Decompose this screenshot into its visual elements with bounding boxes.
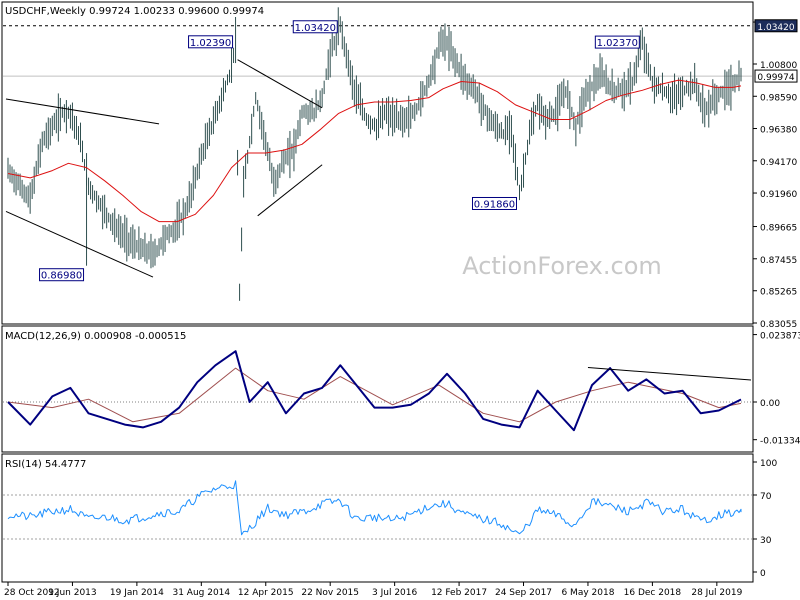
annotation-label: 1.02390 <box>190 38 231 49</box>
macd-line <box>7 350 742 432</box>
x-tick-label: 19 Jan 2014 <box>110 588 164 598</box>
x-tick-label: 31 Aug 2014 <box>172 588 230 598</box>
price-y-tick-label: 0.96380 <box>760 126 797 136</box>
x-tick-label: 28 Oct 2012 <box>4 588 60 598</box>
annotation-label: 0.86980 <box>41 271 82 282</box>
price-layer: 1.02390 1.03420 1.02370 0.91860 0.86980 <box>3 7 752 301</box>
x-tick-label: 24 Sep 2017 <box>495 588 552 598</box>
annotation-box <box>292 20 338 34</box>
price-marker-tag-1: 0.99974 <box>754 69 798 83</box>
price-y-tick-label: 0.91960 <box>760 190 797 200</box>
x-tick-label: 12 Apr 2015 <box>238 588 294 598</box>
x-tick-label: 12 Feb 2017 <box>431 588 487 598</box>
annotation-box <box>471 196 517 210</box>
price-marker-tag-0: 1.03420 <box>754 19 798 33</box>
price-header: USDCHF,Weekly 0.99724 1.00233 0.99600 0.… <box>5 6 264 17</box>
rsi-line <box>7 480 742 536</box>
rsi-y-tick-label: 70 <box>760 492 772 502</box>
macd-y-tick-label: 0.00 <box>760 399 780 409</box>
watermark: ActionForex.com <box>462 252 662 280</box>
annotation-1: 1.03420 <box>292 20 338 34</box>
annotation-0: 1.02390 <box>188 35 234 49</box>
annotation-box <box>594 35 640 49</box>
annotation-2: 1.02370 <box>594 35 640 49</box>
price-trendline-3 <box>257 164 323 217</box>
rsi-y-tick-label: 30 <box>760 536 772 546</box>
rsi-layer <box>3 480 752 540</box>
x-tick-label: 28 Jul 2019 <box>691 588 742 598</box>
rsi-title: RSI(14) 54.4777 <box>5 459 86 470</box>
annotation-box <box>188 35 234 49</box>
price-panel-frame <box>1 1 754 325</box>
x-tick-label: 16 Dec 2018 <box>624 588 682 598</box>
x-tick-label: 22 Nov 2015 <box>301 588 359 598</box>
x-tick-label: 3 Jul 2016 <box>372 588 417 598</box>
price-trendline-1 <box>5 210 154 278</box>
price-y-tick-label: 0.98590 <box>760 93 797 103</box>
price-trendline-0 <box>5 98 160 125</box>
price-symbol: USDCHF,Weekly 0.99724 1.00233 0.99600 0.… <box>5 6 264 17</box>
macd-y-tick-label: -0.013346 <box>760 437 800 447</box>
x-tick-label: 6 May 2018 <box>561 588 614 598</box>
macd-title: MACD(12,26,9) 0.000908 -0.000515 <box>5 331 186 342</box>
price-marker-tag-box <box>754 69 798 83</box>
moving-average-line <box>7 79 742 223</box>
price-y-tick-label: 0.85265 <box>760 288 797 298</box>
price-y-tick-label: 0.89665 <box>760 224 797 234</box>
macd-signal-line <box>7 367 742 423</box>
price-marker-tag-label: 1.03420 <box>757 23 794 33</box>
price-marker-tag-label: 0.99974 <box>757 73 794 83</box>
price-y-tick-label: 0.87455 <box>760 256 797 266</box>
annotation-label: 0.91860 <box>474 199 515 210</box>
price-marker-tag-box <box>754 19 798 33</box>
macd-panel-frame <box>1 325 754 453</box>
annotation-label: 1.03420 <box>295 23 336 34</box>
rsi-y-tick-label: 0 <box>760 569 766 579</box>
annotation-box <box>39 268 85 282</box>
price-trendline-2 <box>237 59 323 109</box>
macd-layer <box>3 350 752 432</box>
annotation-label: 1.02370 <box>597 38 638 49</box>
price-y-tick-label: 0.83055 <box>760 320 797 330</box>
macd-y-tick-label: 0.023873 <box>760 332 800 342</box>
macd-trendline-0 <box>587 367 752 381</box>
axes-layer: 1.036751.008000.985900.963800.941700.919… <box>4 19 800 598</box>
price-y-tick-label: 0.94170 <box>760 158 797 168</box>
x-tick-label: 9 Jun 2013 <box>48 588 96 598</box>
rsi-y-tick-label: 100 <box>760 459 777 469</box>
annotation-3: 0.91860 <box>471 196 517 210</box>
annotation-4: 0.86980 <box>39 268 85 282</box>
price-y-tick-label: 1.00800 <box>760 61 797 71</box>
